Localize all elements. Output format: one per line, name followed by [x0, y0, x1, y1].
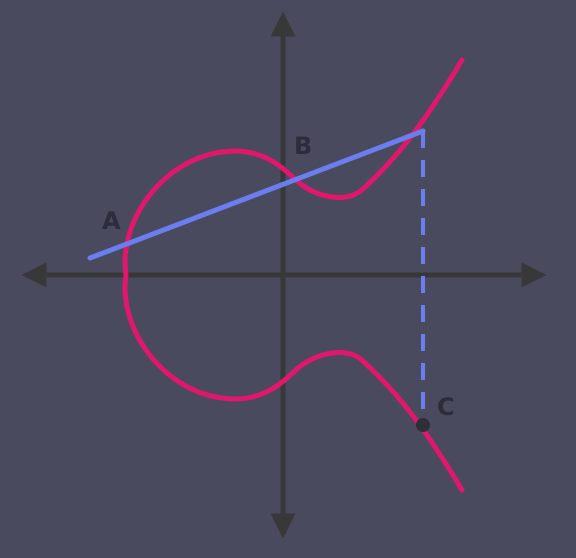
secant-line: [87, 128, 426, 261]
point-c-label: C: [437, 393, 455, 421]
elliptic-curve: [122, 57, 465, 493]
point-a-label: A: [102, 207, 121, 235]
point-b-label: B: [294, 132, 312, 160]
point-c-marker: [416, 418, 430, 432]
